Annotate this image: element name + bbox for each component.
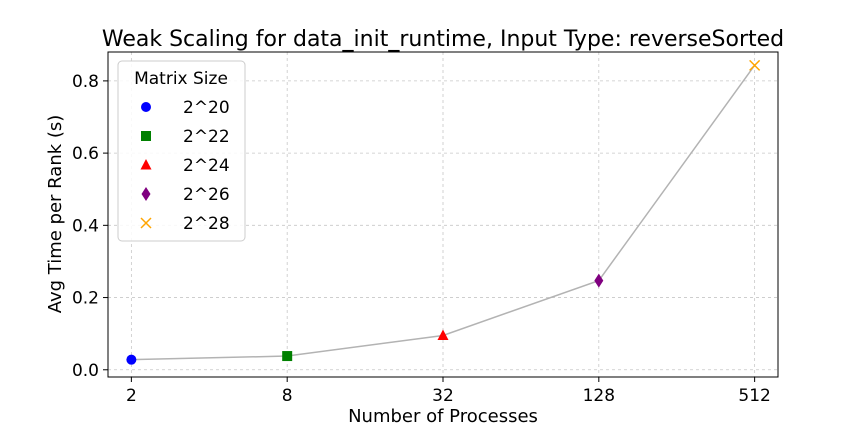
legend-marker-circle xyxy=(141,102,151,112)
data-point-square xyxy=(282,351,293,362)
data-point-diamond xyxy=(594,273,604,288)
x-tick-label: 2 xyxy=(126,386,137,406)
legend-label: 2^22 xyxy=(183,127,230,147)
x-tick-label: 128 xyxy=(583,386,615,406)
legend-label: 2^24 xyxy=(183,156,230,176)
data-point-triangle xyxy=(437,329,449,340)
y-axis-label: Avg Time per Rank (s) xyxy=(45,115,66,314)
chart-title: Weak Scaling for data_init_runtime, Inpu… xyxy=(102,27,784,52)
y-tick-label: 0.0 xyxy=(72,361,99,381)
legend-label: 2^26 xyxy=(183,185,230,205)
x-tick-label: 8 xyxy=(282,386,293,406)
y-tick-label: 0.4 xyxy=(72,216,99,236)
markers xyxy=(126,59,761,365)
x-tick-label: 32 xyxy=(432,386,454,406)
legend-marker-x xyxy=(140,217,152,229)
legend-label: 2^20 xyxy=(183,98,230,118)
legend-marker-square xyxy=(141,131,151,141)
x-axis-label: Number of Processes xyxy=(348,406,538,427)
legend: Matrix Size 2^20 2^22 2^24 2^26 2^28 xyxy=(117,60,246,242)
legend-marker-diamond xyxy=(141,187,151,201)
y-axis: 0.0 0.2 0.4 0.6 0.8 xyxy=(72,72,108,381)
grid xyxy=(108,52,778,377)
x-axis: 2 8 32 128 512 xyxy=(126,377,771,406)
y-tick-label: 0.6 xyxy=(72,144,99,164)
y-tick-label: 0.8 xyxy=(72,72,99,92)
legend-title: Matrix Size xyxy=(134,69,228,89)
data-point-circle xyxy=(126,354,137,365)
data-point-x xyxy=(749,59,761,71)
y-tick-label: 0.2 xyxy=(72,289,99,309)
x-tick-label: 512 xyxy=(738,386,770,406)
legend-marker-triangle xyxy=(140,159,152,170)
legend-label: 2^28 xyxy=(183,214,230,234)
